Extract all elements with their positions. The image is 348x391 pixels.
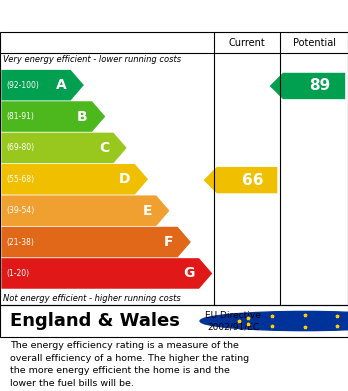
- Text: F: F: [164, 235, 173, 249]
- Text: B: B: [77, 109, 88, 124]
- Text: Not energy efficient - higher running costs: Not energy efficient - higher running co…: [3, 294, 181, 303]
- Polygon shape: [1, 101, 105, 132]
- Text: A: A: [56, 78, 66, 92]
- Polygon shape: [1, 227, 191, 257]
- Text: (92-100): (92-100): [7, 81, 39, 90]
- Text: 89: 89: [309, 79, 330, 93]
- Text: Current: Current: [229, 38, 266, 48]
- Text: E: E: [143, 204, 152, 218]
- Text: (55-68): (55-68): [7, 175, 35, 184]
- Text: 66: 66: [242, 172, 263, 188]
- Text: England & Wales: England & Wales: [10, 312, 180, 330]
- Text: (39-54): (39-54): [7, 206, 35, 215]
- Polygon shape: [1, 133, 127, 163]
- Polygon shape: [1, 70, 84, 100]
- Text: (81-91): (81-91): [7, 112, 34, 121]
- Polygon shape: [204, 167, 277, 193]
- Polygon shape: [1, 258, 212, 289]
- Polygon shape: [1, 164, 148, 195]
- Text: Energy Efficiency Rating: Energy Efficiency Rating: [10, 9, 220, 23]
- Text: The energy efficiency rating is a measure of the
overall efficiency of a home. T: The energy efficiency rating is a measur…: [10, 341, 250, 388]
- Text: Very energy efficient - lower running costs: Very energy efficient - lower running co…: [3, 55, 182, 64]
- Text: (69-80): (69-80): [7, 143, 35, 152]
- Text: Potential: Potential: [293, 38, 335, 48]
- Text: (1-20): (1-20): [7, 269, 30, 278]
- Polygon shape: [1, 196, 169, 226]
- Text: C: C: [99, 141, 109, 155]
- Text: (21-38): (21-38): [7, 238, 34, 247]
- Polygon shape: [270, 73, 345, 99]
- Text: EU Directive
2002/91/EC: EU Directive 2002/91/EC: [205, 310, 261, 332]
- Text: G: G: [183, 266, 195, 280]
- Circle shape: [200, 311, 348, 331]
- Text: D: D: [119, 172, 130, 186]
